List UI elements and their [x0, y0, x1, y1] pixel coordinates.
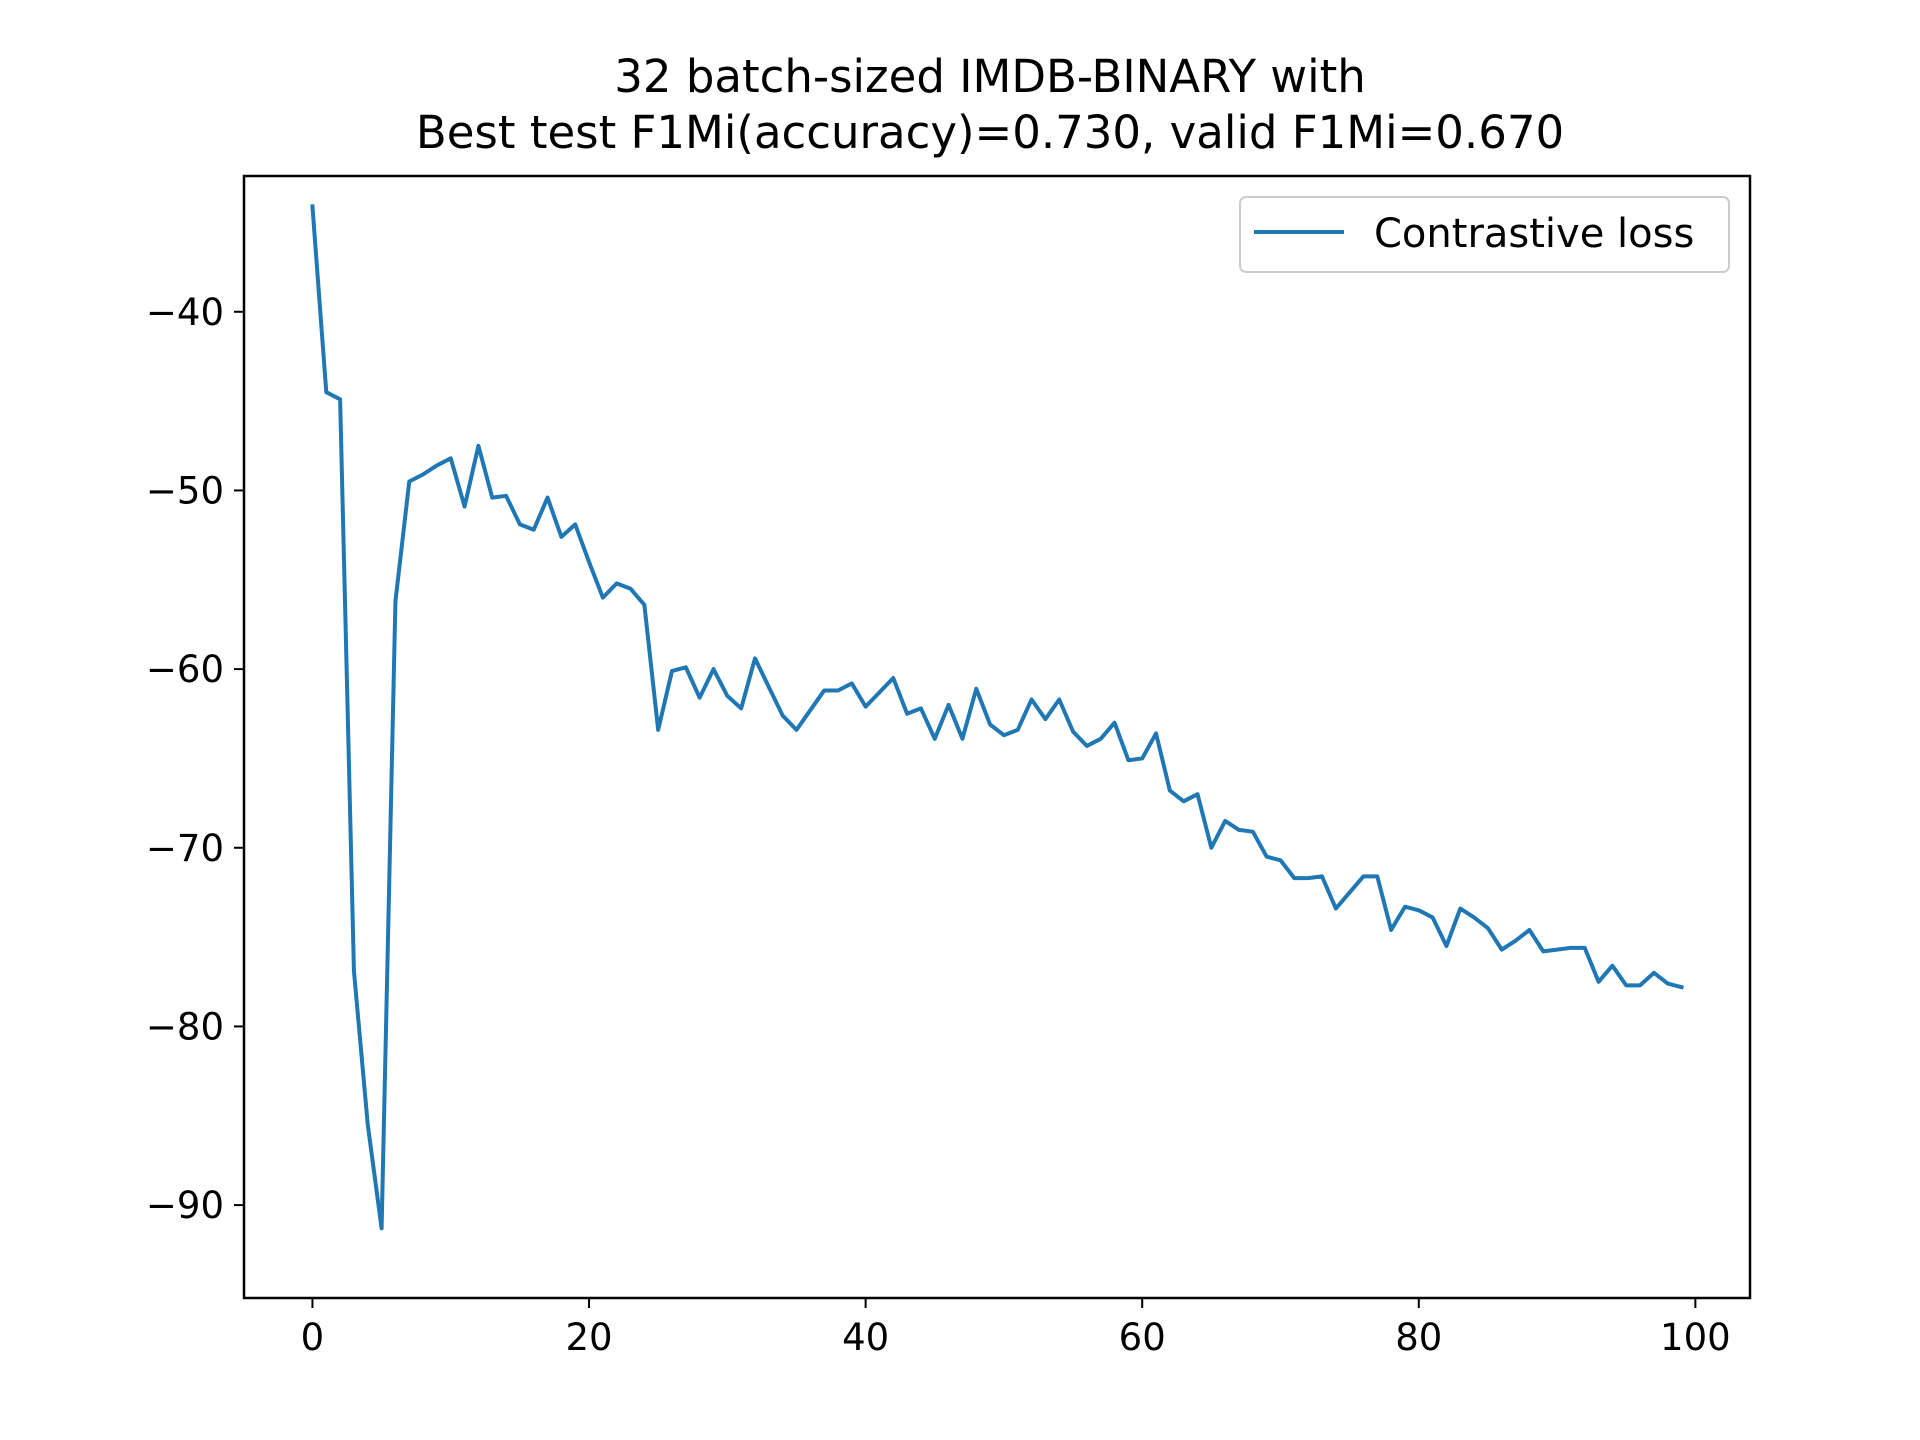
y-tick-label: −70 [146, 827, 224, 870]
x-axis-ticks: 0 20 40 60 80 100 [301, 1298, 1731, 1359]
y-tick-label: −60 [146, 648, 224, 691]
x-tick-label: 60 [1119, 1316, 1166, 1359]
y-tick-label: −90 [146, 1184, 224, 1227]
x-tick-label: 20 [565, 1316, 612, 1359]
y-tick-label: −50 [146, 469, 224, 512]
y-axis-ticks: −40 −50 −60 −70 −80 −90 [146, 291, 244, 1227]
chart-title-line-1: 32 batch-sized IMDB-BINARY with [614, 50, 1365, 103]
y-tick-label: −80 [146, 1005, 224, 1048]
legend-box [1239, 196, 1730, 273]
series-line-contrastive-loss [310, 204, 1684, 1231]
x-tick-label: 80 [1395, 1316, 1442, 1359]
x-tick-label: 40 [842, 1316, 889, 1359]
plot-frame [242, 174, 1752, 1300]
chart-title-line-2: Best test F1Mi(accuracy)=0.730, valid F1… [416, 106, 1564, 159]
legend: Contrastive loss [1239, 196, 1730, 273]
x-tick-label: 100 [1660, 1316, 1731, 1359]
y-tick-label: −40 [146, 291, 224, 334]
x-tick-label: 0 [301, 1316, 325, 1359]
legend-label: Contrastive loss [1374, 211, 1694, 257]
